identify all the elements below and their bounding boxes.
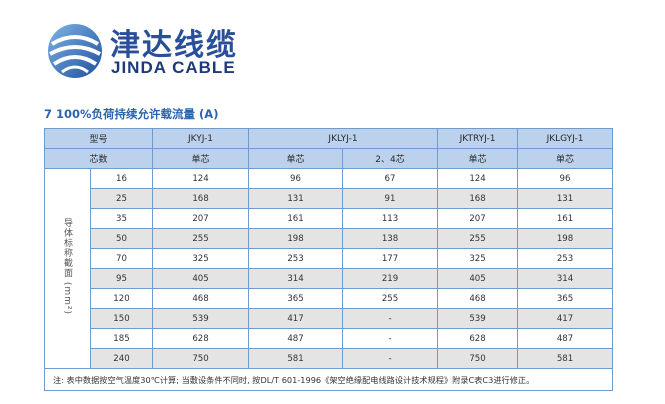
ampacity-cell: 750 bbox=[437, 348, 519, 369]
cross-section-cell: 185 bbox=[89, 328, 154, 349]
note-row: 注: 表中数据按空气温度30℃计算; 当敷设条件不同时, 按DL/T 601-1… bbox=[43, 368, 614, 391]
header-model-jklyj: JKLYJ-1 bbox=[248, 128, 439, 149]
table-note: 注: 表中数据按空气温度30℃计算; 当敷设条件不同时, 按DL/T 601-1… bbox=[43, 368, 614, 391]
header-cores-jklgyj: 单芯 bbox=[517, 148, 614, 169]
cross-section-cell: 25 bbox=[89, 188, 154, 209]
ampacity-cell: 405 bbox=[152, 268, 250, 289]
ampacity-cell: 468 bbox=[437, 288, 519, 309]
ampacity-cell: 628 bbox=[437, 328, 519, 349]
table-row: 120 468 365 255 468 365 bbox=[45, 288, 614, 309]
ampacity-cell: 219 bbox=[342, 268, 439, 289]
header-cores-jklyj-single: 单芯 bbox=[248, 148, 344, 169]
ampacity-cell: 91 bbox=[342, 188, 439, 209]
ampacity-cell: 253 bbox=[517, 248, 614, 269]
header-row-cores: 芯数 单芯 单芯 2、4芯 单芯 单芯 bbox=[43, 148, 614, 169]
ampacity-cell: 487 bbox=[248, 328, 344, 349]
ampacity-table: 型号 JKYJ-1 JKLYJ-1 JKTRYJ-1 JKLGYJ-1 芯数 单… bbox=[43, 128, 614, 391]
header-model-jklgyj: JKLGYJ-1 bbox=[517, 128, 614, 149]
ampacity-cell: 405 bbox=[437, 268, 519, 289]
ampacity-cell: 198 bbox=[248, 228, 344, 249]
header-row-model: 型号 JKYJ-1 JKLYJ-1 JKTRYJ-1 JKLGYJ-1 bbox=[43, 128, 614, 149]
ampacity-cell: 581 bbox=[517, 348, 614, 369]
header-model-jkyj: JKYJ-1 bbox=[152, 128, 250, 149]
cross-section-cell: 240 bbox=[89, 348, 154, 369]
ampacity-cell: 255 bbox=[342, 288, 439, 309]
ampacity-cell: 168 bbox=[152, 188, 250, 209]
table-row: 150 539 417-539 417 bbox=[45, 308, 614, 329]
ampacity-cell: 539 bbox=[437, 308, 519, 329]
ampacity-cell: 168 bbox=[437, 188, 519, 209]
cable-globe-icon bbox=[48, 24, 102, 78]
ampacity-cell: 365 bbox=[517, 288, 614, 309]
ampacity-cell: 207 bbox=[152, 208, 250, 229]
ampacity-cell: 253 bbox=[248, 248, 344, 269]
section-title: 7 100%负荷持续允许载流量 (A) bbox=[44, 107, 219, 121]
ampacity-cell: 487 bbox=[517, 328, 614, 349]
ampacity-cell: 314 bbox=[517, 268, 614, 289]
header-cores-label: 芯数 bbox=[43, 148, 154, 169]
header-model-label: 型号 bbox=[43, 128, 154, 149]
table-row: 70 325 253 177 325 253 bbox=[45, 248, 614, 269]
header-cores-jktryj: 单芯 bbox=[437, 148, 519, 169]
ampacity-cell: 314 bbox=[248, 268, 344, 289]
table-row: 185 628 487-628 487 bbox=[45, 328, 614, 349]
cross-section-cell: 95 bbox=[89, 268, 154, 289]
ampacity-cell: 96 bbox=[248, 168, 344, 189]
table-row: 导体标称截面 (mm²) 16 124 96 67 124 96 bbox=[44, 168, 614, 369]
cross-section-cell: 50 bbox=[89, 228, 154, 249]
brand-name-en: JINDA CABLE bbox=[111, 58, 236, 77]
brand-name-cn: 津达线缆 bbox=[110, 28, 238, 63]
ampacity-cell: 468 bbox=[152, 288, 250, 309]
cross-section-cell: 150 bbox=[89, 308, 154, 329]
ampacity-cell: 750 bbox=[152, 348, 250, 369]
table-row: 95 405 314 219 405 314 bbox=[45, 268, 614, 289]
ampacity-cell: 581 bbox=[248, 348, 344, 369]
ampacity-cell: 131 bbox=[517, 188, 614, 209]
cross-section-label-text: 导体标称截面 (mm²) bbox=[62, 218, 72, 316]
header-cores-jklyj-multi: 2、4芯 bbox=[342, 148, 439, 169]
ampacity-cell: 207 bbox=[437, 208, 519, 229]
ampacity-cell: 417 bbox=[248, 308, 344, 329]
cross-section-axis-label: 导体标称截面 (mm²) bbox=[44, 168, 91, 369]
ampacity-cell: 124 bbox=[437, 168, 519, 189]
cross-section-cell: 70 bbox=[89, 248, 154, 269]
brand-logo: 津达线缆 JINDA CABLE bbox=[46, 18, 246, 80]
ampacity-cell: 325 bbox=[437, 248, 519, 269]
ampacity-cell: - bbox=[342, 348, 439, 369]
cross-section-cell: 16 bbox=[89, 168, 154, 189]
ampacity-cell: 417 bbox=[517, 308, 614, 329]
header-model-jktryj: JKTRYJ-1 bbox=[437, 128, 519, 149]
ampacity-cell: 628 bbox=[152, 328, 250, 349]
ampacity-cell: 96 bbox=[517, 168, 614, 189]
table-row: 35 207 161 113 207 161 bbox=[45, 208, 614, 229]
ampacity-cell: 539 bbox=[152, 308, 250, 329]
cross-section-cell: 120 bbox=[89, 288, 154, 309]
header-cores-jkyj: 单芯 bbox=[152, 148, 250, 169]
ampacity-cell: 325 bbox=[152, 248, 250, 269]
ampacity-cell: 138 bbox=[342, 228, 439, 249]
ampacity-cell: 365 bbox=[248, 288, 344, 309]
cross-section-cell: 35 bbox=[89, 208, 154, 229]
ampacity-cell: 177 bbox=[342, 248, 439, 269]
ampacity-cell: 255 bbox=[437, 228, 519, 249]
ampacity-cell: 113 bbox=[342, 208, 439, 229]
ampacity-cell: 67 bbox=[342, 168, 439, 189]
ampacity-cell: 131 bbox=[248, 188, 344, 209]
ampacity-cell: - bbox=[342, 328, 439, 349]
ampacity-cell: 161 bbox=[517, 208, 614, 229]
table-body: 导体标称截面 (mm²) 16 124 96 67 124 96 25 168 131 91 168 1… bbox=[44, 168, 614, 369]
table-row: 25 168 131 91 168 131 bbox=[45, 188, 614, 209]
ampacity-cell: 124 bbox=[152, 168, 250, 189]
ampacity-cell: 161 bbox=[248, 208, 344, 229]
table-row: 240 750 581-750 581 bbox=[45, 348, 614, 369]
ampacity-cell: 255 bbox=[152, 228, 250, 249]
ampacity-cell: 198 bbox=[517, 228, 614, 249]
ampacity-cell: - bbox=[342, 308, 439, 329]
table-row: 50 255 198 138 255 198 bbox=[45, 228, 614, 249]
